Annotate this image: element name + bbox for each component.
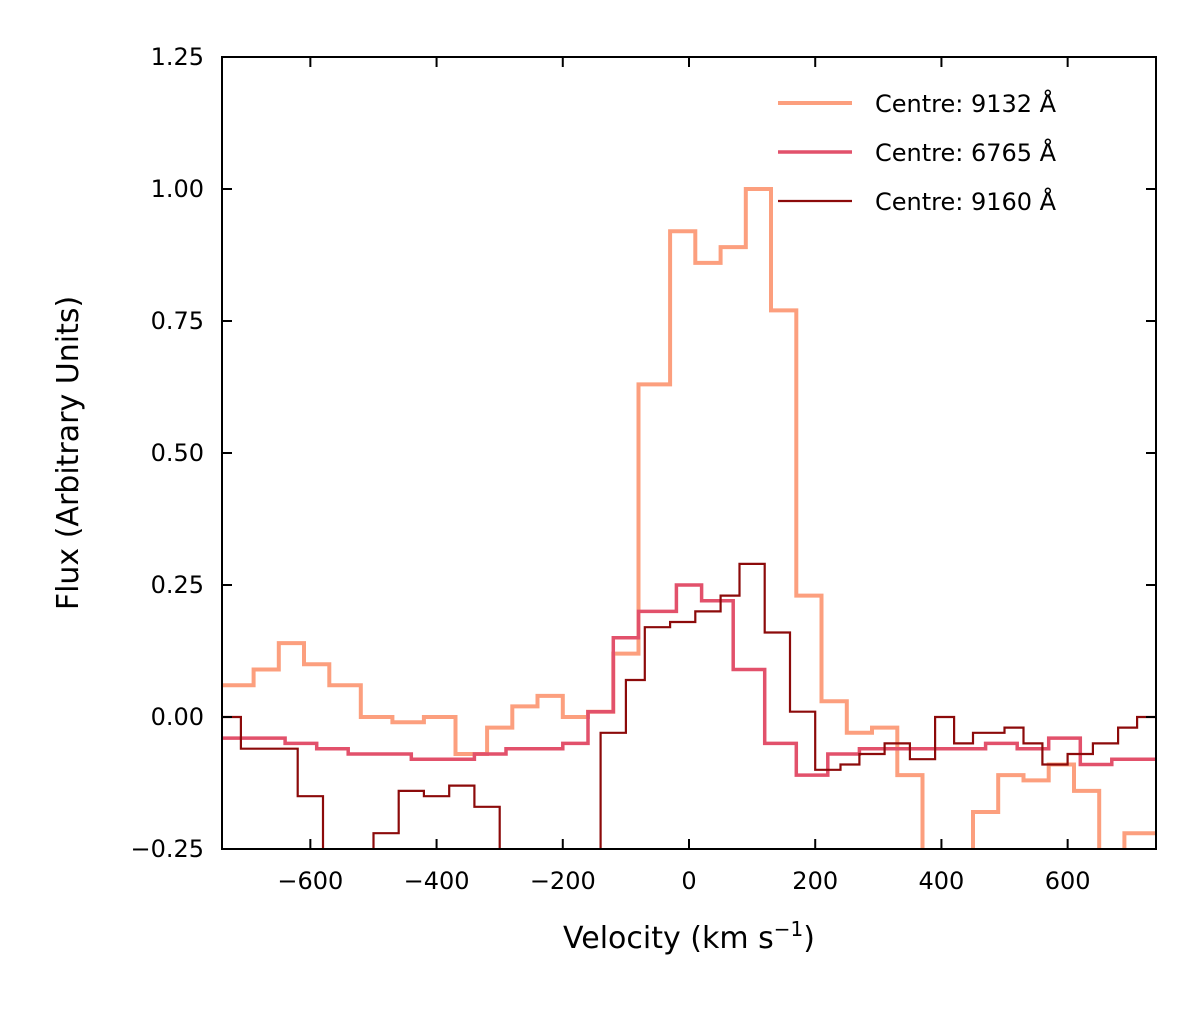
- x-tick-label: 600: [1045, 867, 1091, 895]
- y-tick-label: 1.25: [151, 43, 204, 71]
- y-tick-label: 0.75: [151, 307, 204, 335]
- y-tick-label: 1.00: [151, 175, 204, 203]
- y-tick-label: 0.00: [151, 703, 204, 731]
- y-tick-label: −0.25: [130, 835, 204, 863]
- legend-label-3: Centre: 9160 Å: [875, 187, 1057, 216]
- series-line-2: [222, 583, 1156, 777]
- x-tick-label: 400: [919, 867, 965, 895]
- y-axis-label: Flux (Arbitrary Units): [51, 296, 86, 610]
- x-axis-label: Velocity (km s−1): [563, 917, 815, 956]
- x-axis-label-sup: −1: [774, 917, 803, 941]
- series-line-3: [222, 562, 1156, 849]
- legend-label-1: Centre: 9132 Å: [875, 89, 1057, 118]
- y-tick-label: 0.25: [151, 571, 204, 599]
- x-tick-label: 200: [792, 867, 838, 895]
- series-layer: [222, 187, 1156, 849]
- legend: Centre: 9132 Å Centre: 6765 Å Centre: 9160…: [778, 89, 1057, 216]
- axes-layer: −600 −400 −200 0 200 400 600 −0.25 0.00 0.25 0.50 0…: [130, 43, 1156, 895]
- x-tick-label: −200: [530, 867, 596, 895]
- plot-frame: [221, 56, 1157, 850]
- x-axis-label-end: ): [803, 921, 815, 956]
- y-tick-label: 0.50: [151, 439, 204, 467]
- x-tick-label: 0: [681, 867, 696, 895]
- x-tick-label: −600: [277, 867, 343, 895]
- x-axis-label-main: Velocity (km s: [563, 921, 774, 956]
- series-line-1: [222, 187, 1156, 849]
- x-tick-label: −400: [404, 867, 470, 895]
- legend-label-2: Centre: 6765 Å: [875, 138, 1057, 167]
